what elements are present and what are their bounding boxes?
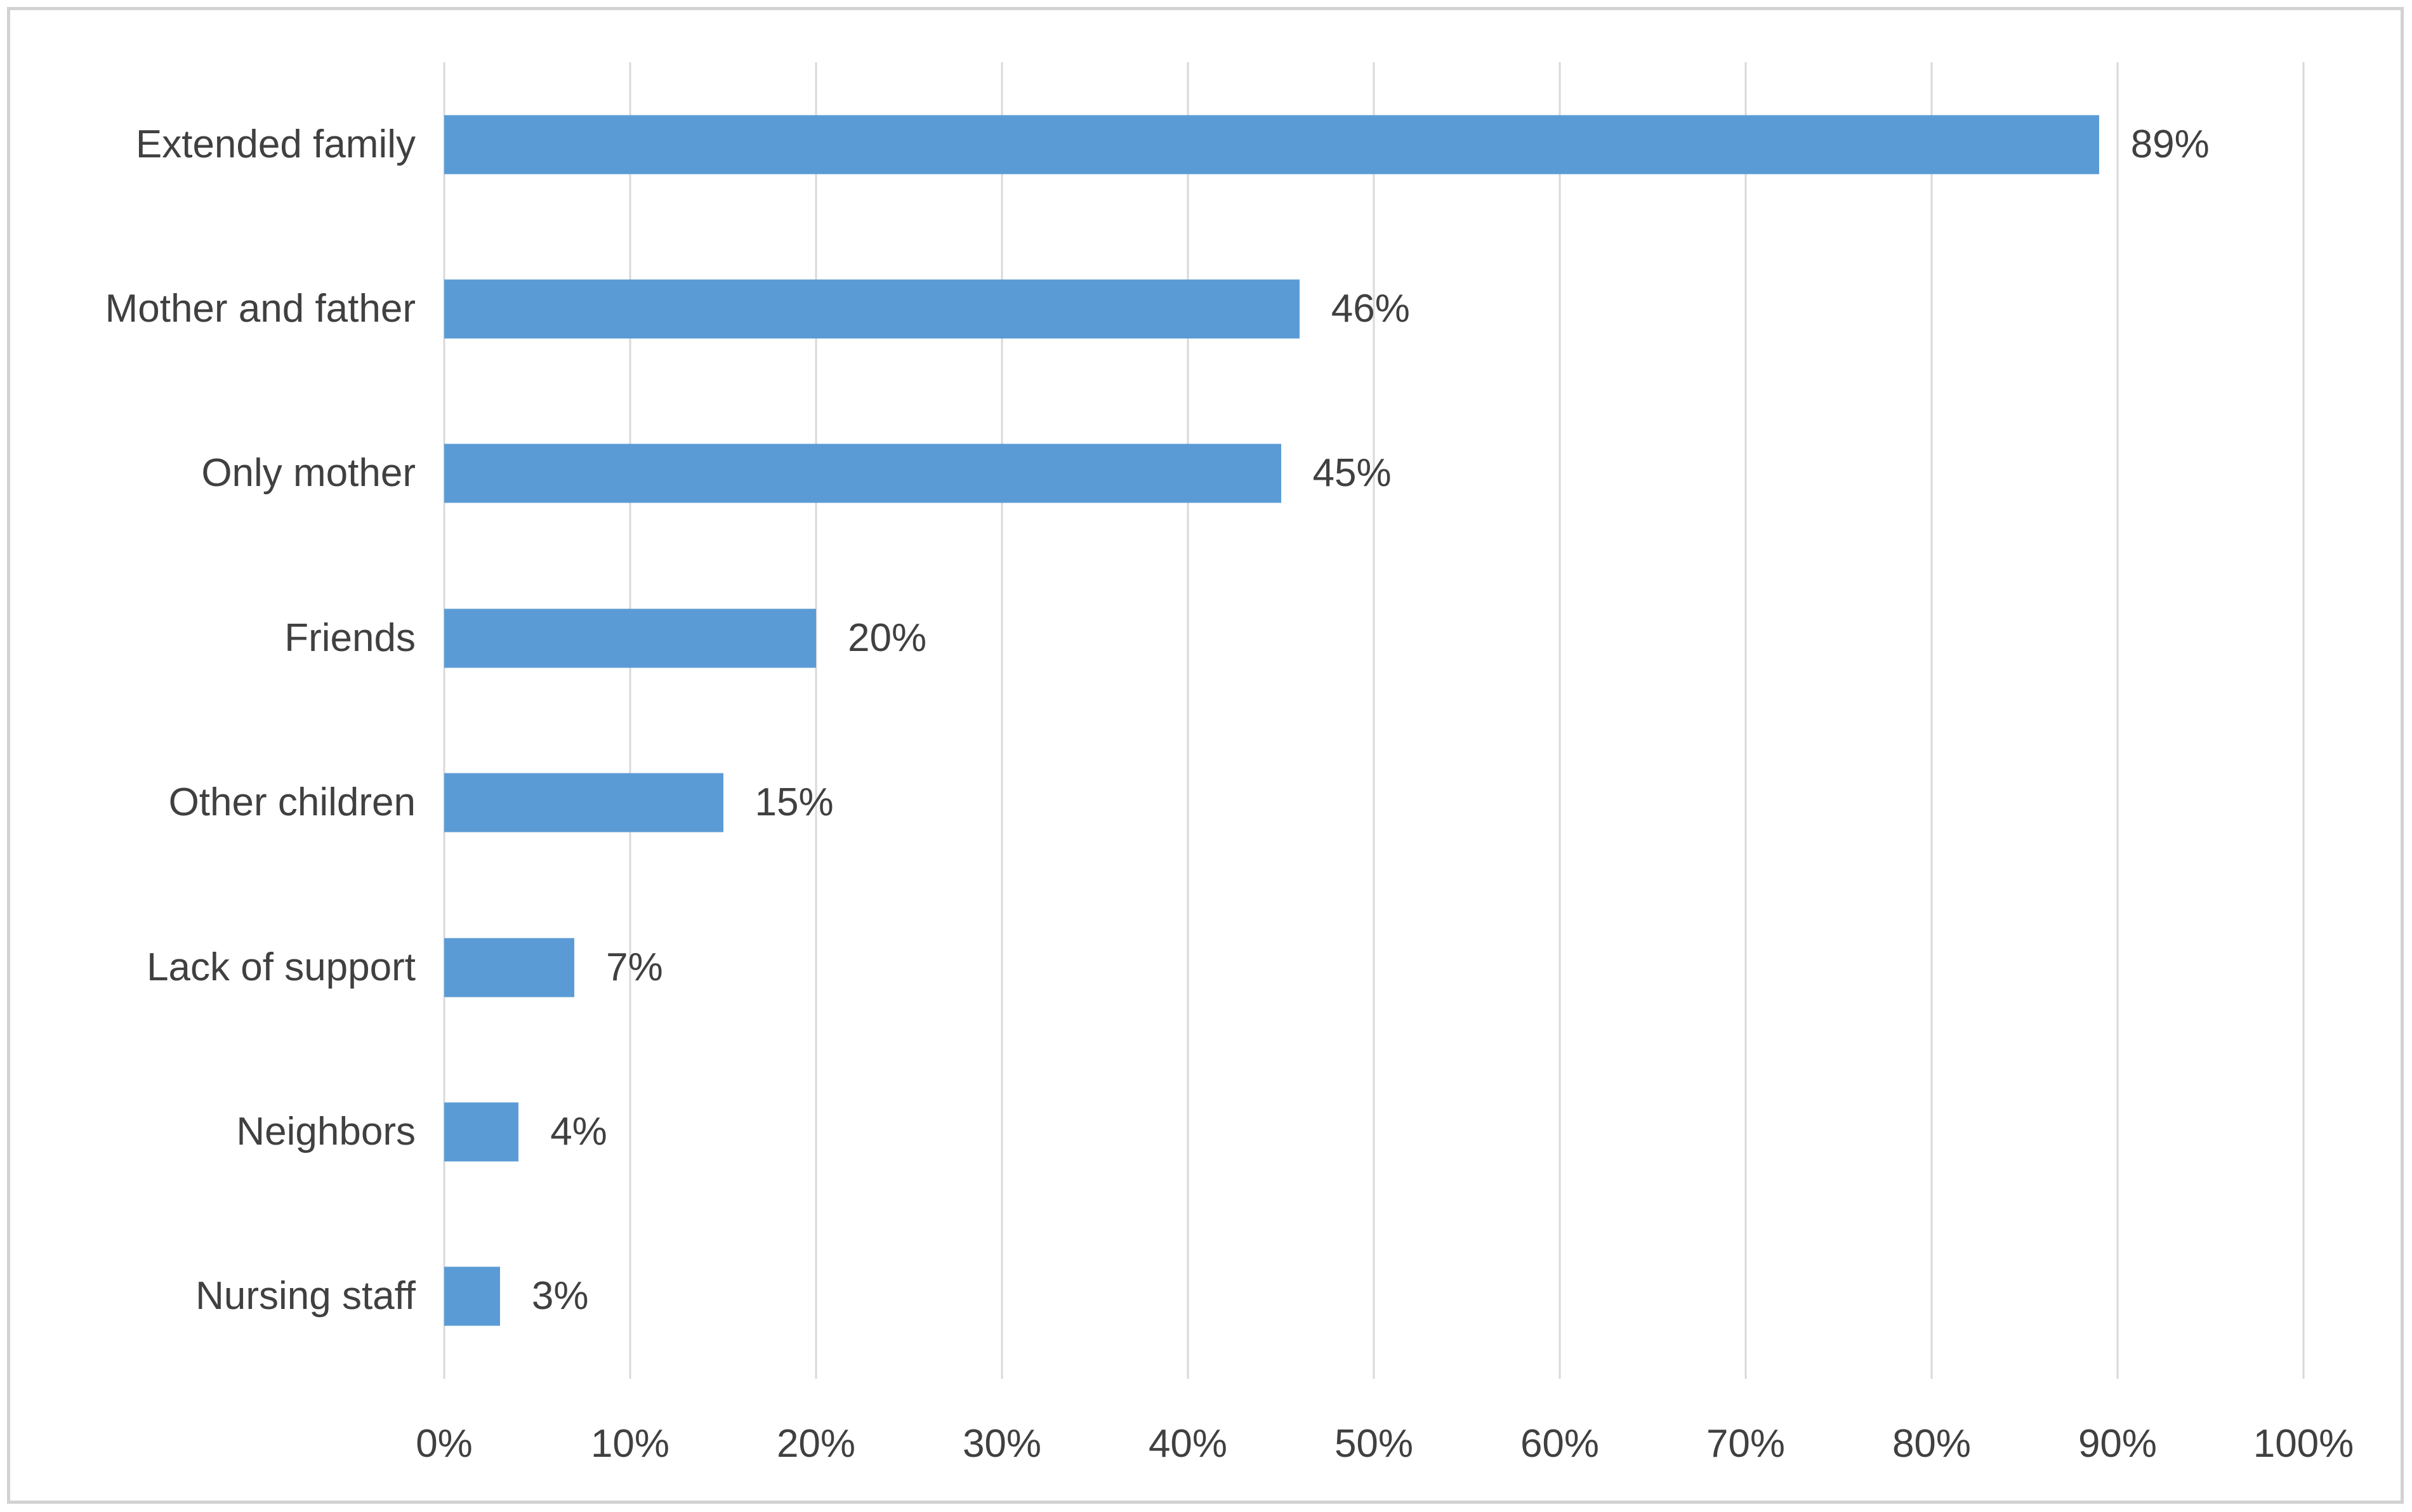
bar: [444, 938, 575, 997]
bar-row: Extended family 89%: [136, 62, 2303, 227]
bar-row: Lack of support 7%: [147, 885, 2303, 1049]
category-label: Nursing staff: [195, 1274, 416, 1318]
plot-area: Extended family 89% Mother and father 46% On…: [105, 62, 2305, 1379]
category-label: Only mother: [201, 451, 416, 496]
bar-row: Mother and father 46%: [105, 227, 2303, 391]
bar: [444, 608, 816, 668]
value-label: 4%: [550, 1109, 607, 1154]
bar: [444, 1266, 500, 1326]
category-label: Lack of support: [147, 945, 416, 989]
gridline: [1001, 62, 1003, 1379]
value-label: 7%: [606, 945, 663, 989]
x-tick-label: 40%: [1148, 1422, 1228, 1466]
gridline: [629, 62, 631, 1379]
x-tick-label: 100%: [2253, 1422, 2354, 1466]
bar: [444, 115, 2099, 174]
category-label: Extended family: [135, 122, 416, 166]
x-tick-label: 20%: [776, 1422, 856, 1466]
bar-row: Other children 15%: [169, 721, 2303, 885]
gridline: [815, 62, 817, 1379]
category-label: Other children: [168, 780, 416, 825]
gridline: [1559, 62, 1561, 1379]
bar-row: Neighbors 4%: [236, 1049, 2303, 1214]
category-label: Friends: [284, 615, 416, 660]
value-label: 46%: [1331, 287, 1410, 331]
x-tick-label: 50%: [1334, 1422, 1414, 1466]
bar-row: Only mother 45%: [201, 391, 2303, 556]
x-tick-label: 60%: [1520, 1422, 1600, 1466]
bar: [444, 279, 1300, 339]
chart-border: [7, 7, 2404, 1504]
x-tick-label: 70%: [1706, 1422, 1786, 1466]
value-label: 15%: [755, 780, 834, 825]
value-label: 3%: [531, 1274, 589, 1318]
x-tick-label: 90%: [2078, 1422, 2158, 1466]
gridline: [1187, 62, 1189, 1379]
value-label: 89%: [2130, 122, 2210, 166]
bar: [444, 773, 723, 832]
gridline: [2116, 62, 2119, 1379]
gridline: [1373, 62, 1375, 1379]
bar: [444, 1102, 519, 1162]
value-label: 20%: [848, 615, 927, 660]
x-tick-label: 10%: [590, 1422, 670, 1466]
category-label: Mother and father: [105, 287, 416, 331]
category-label: Neighbors: [236, 1109, 416, 1154]
gridline: [1744, 62, 1747, 1379]
value-label: 45%: [1312, 451, 1392, 496]
bar: [444, 444, 1281, 503]
bar-row: Friends 20%: [284, 556, 2303, 720]
gridline: [443, 62, 445, 1379]
x-tick-label: 0%: [416, 1422, 473, 1466]
gridline: [1930, 62, 1933, 1379]
x-tick-label: 30%: [962, 1422, 1042, 1466]
bar-row: Nursing staff 3%: [195, 1214, 2303, 1379]
x-axis: 0% 10% 20% 30% 40% 50% 60% 70% 80% 90% 100%: [416, 1422, 2354, 1482]
x-tick-label: 80%: [1892, 1422, 1972, 1466]
gridline: [2302, 62, 2305, 1379]
